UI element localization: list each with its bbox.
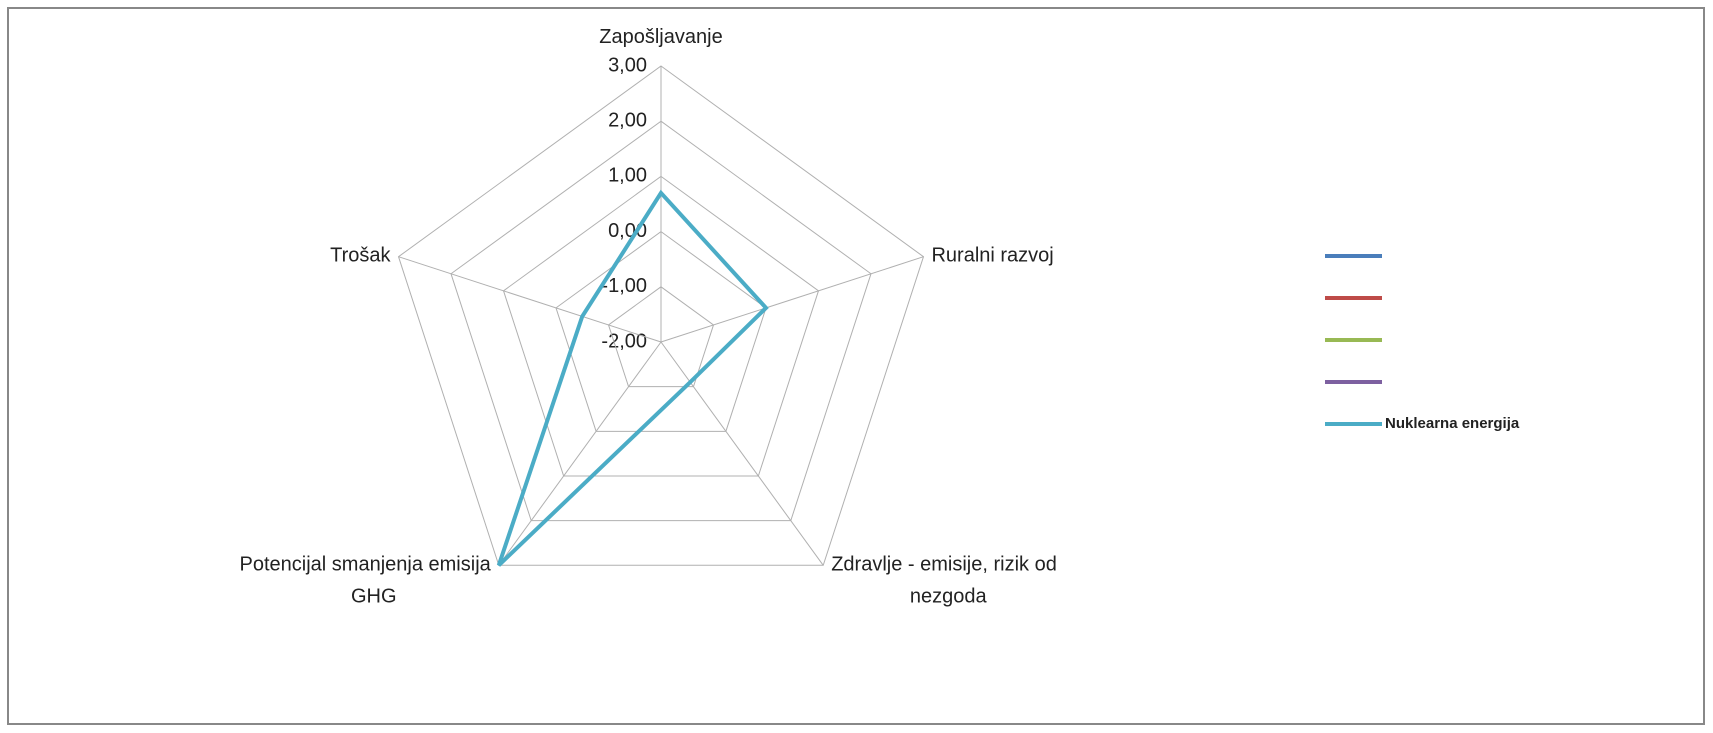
category-label-line: Zapošljavanje (599, 26, 722, 48)
tick-label: 3,00 (608, 54, 647, 76)
tick-label: 1,00 (608, 165, 647, 187)
category-label-line: Zdravlje - emisije, rizik od (831, 554, 1057, 576)
tick-label: -1,00 (601, 275, 647, 297)
category-label-line: Trošak (330, 245, 391, 267)
spoke (498, 341, 662, 566)
category-label-line: nezgoda (910, 586, 988, 608)
category-label: Trošak (330, 245, 391, 267)
chart-frame (7, 7, 1705, 725)
spoke (660, 341, 824, 566)
grid-line (502, 175, 820, 477)
category-label-line: Ruralni razvoj (931, 245, 1053, 267)
category-label: Zdravlje - emisije, rizik od nezgoda (831, 554, 1057, 608)
category-label: Ruralni razvoj (931, 245, 1053, 267)
series-line (496, 189, 769, 567)
grid-line (397, 65, 925, 566)
category-label-line: GHG (351, 586, 397, 608)
tick-label: 2,00 (608, 109, 647, 131)
grid-line (607, 286, 715, 388)
grid-line (450, 120, 872, 522)
spoke (398, 256, 662, 343)
category-label: Potencijal smanjenja emisija GHG (240, 554, 492, 608)
category-label: Zapošljavanje (599, 26, 722, 48)
category-label-line: Potencijal smanjenja emisija (240, 554, 492, 576)
grid-line (555, 230, 767, 432)
legend-label: Nuklearna energija (1385, 415, 1520, 432)
spoke (660, 256, 924, 343)
tick-label: 0,00 (608, 220, 647, 242)
tick-label: -2,00 (601, 330, 647, 352)
